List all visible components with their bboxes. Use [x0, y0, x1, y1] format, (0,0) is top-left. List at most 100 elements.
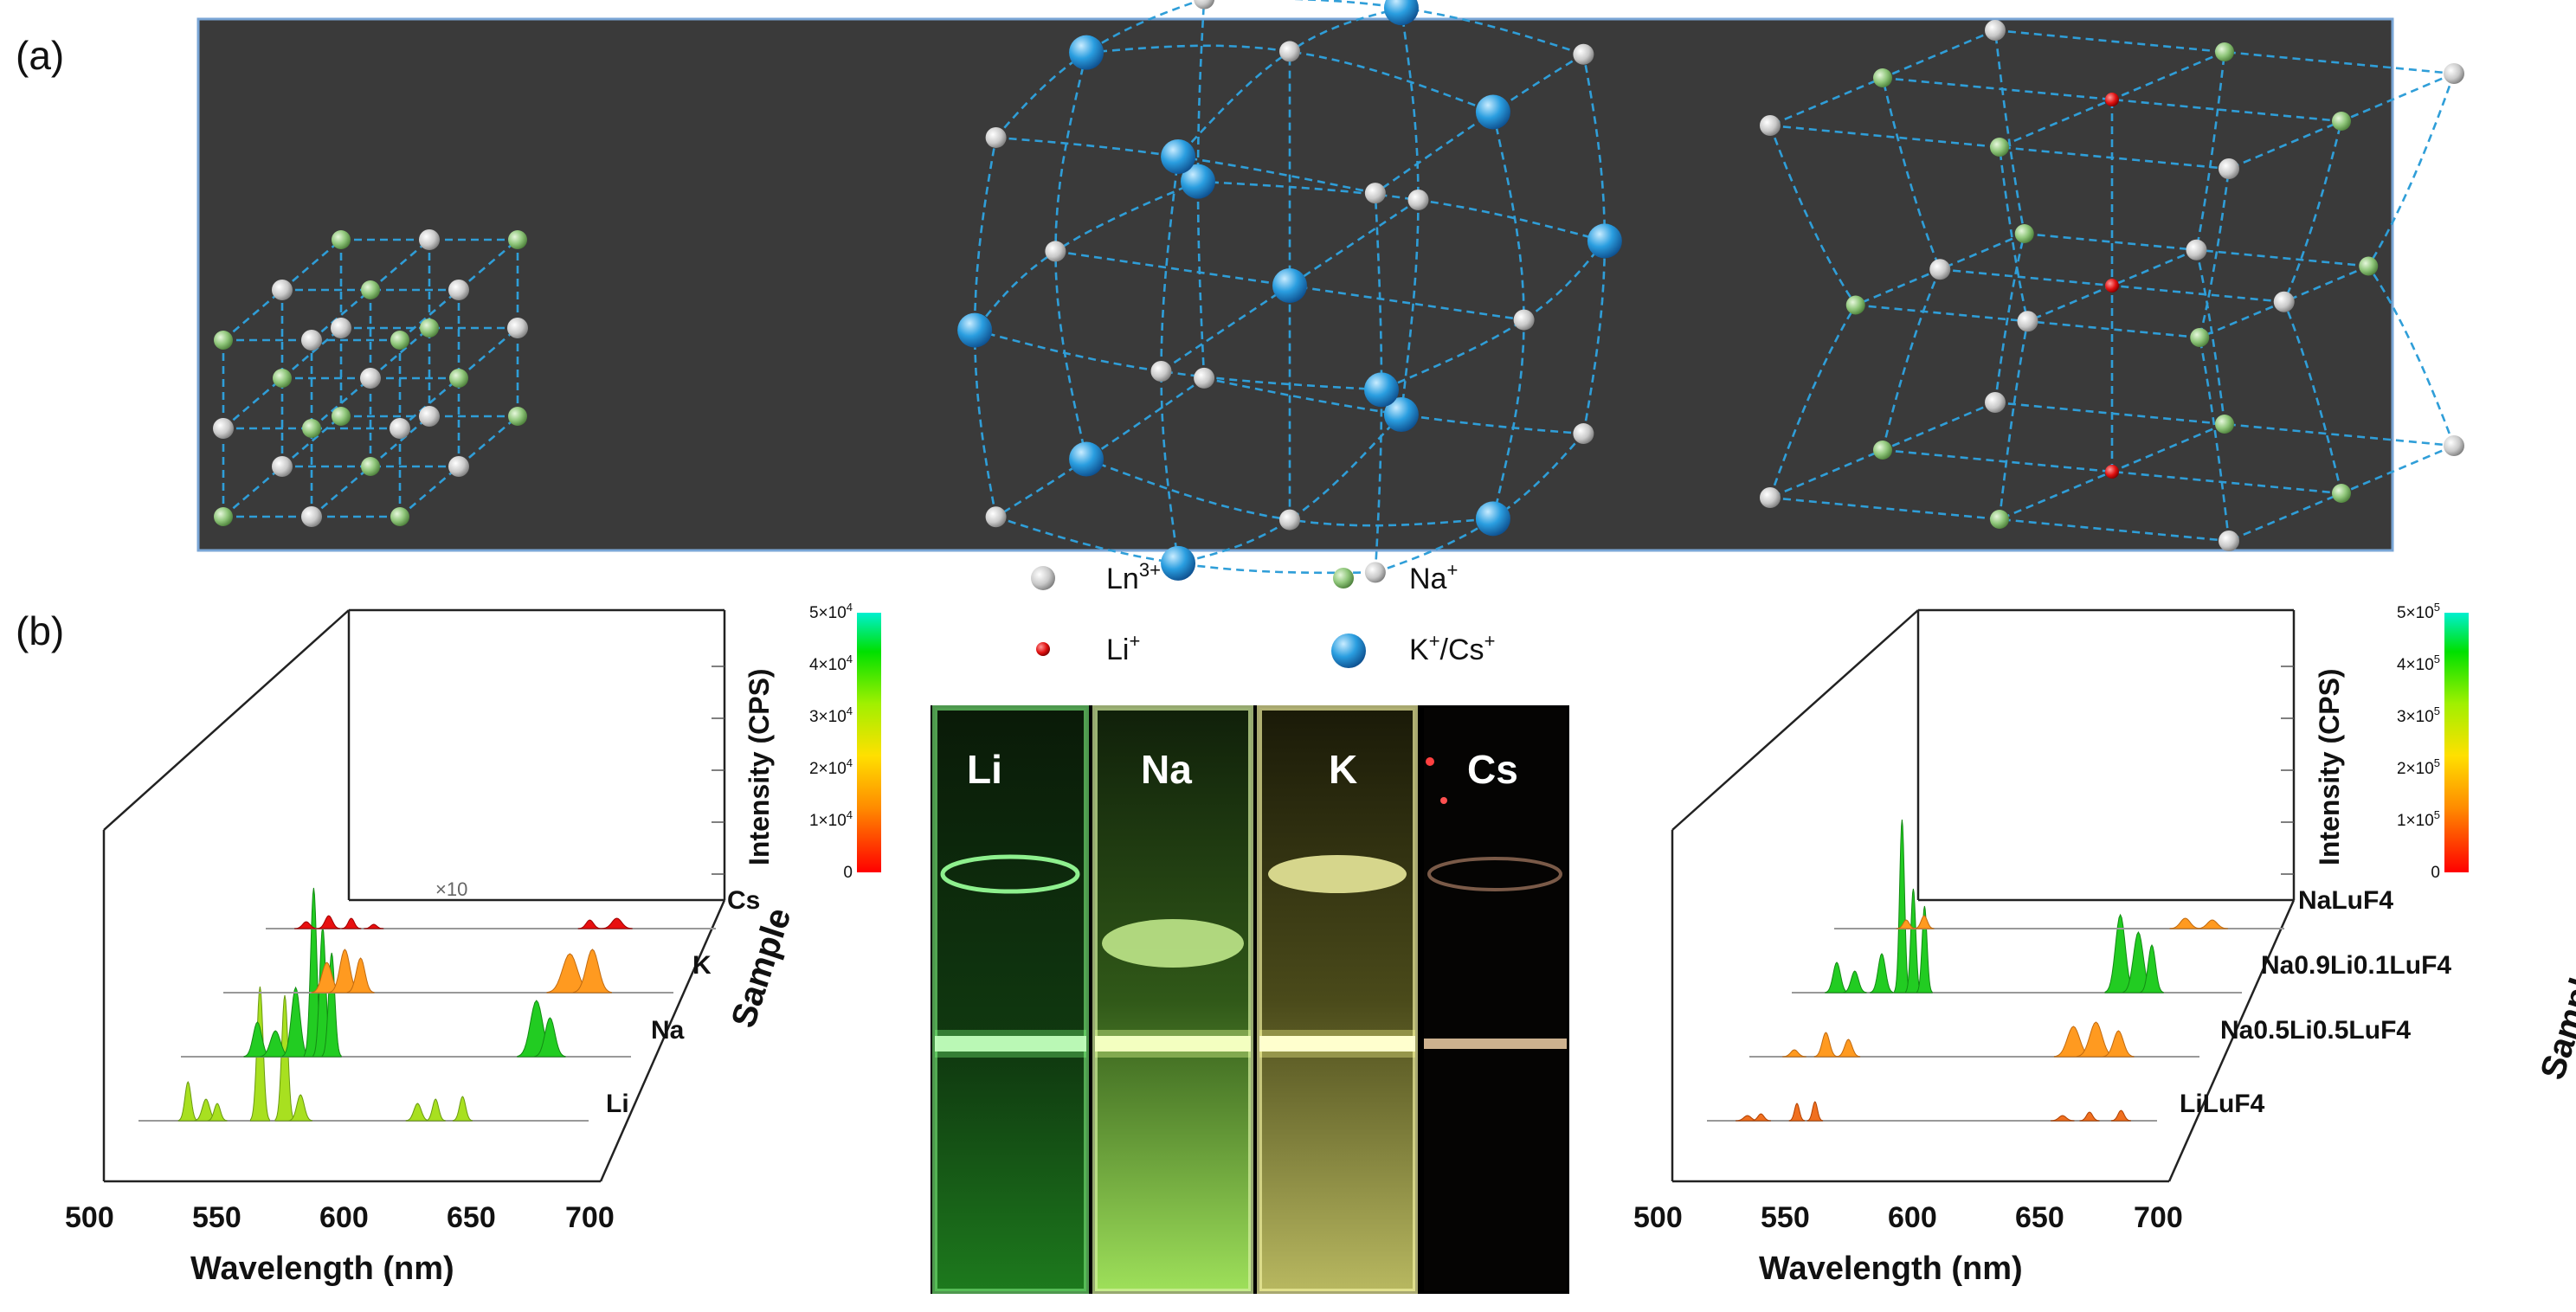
- na-atom: [2332, 112, 2351, 131]
- ln-atom: [1573, 43, 1594, 65]
- atom-legend: Ln3+ Na+ Li+ K+/Cs+: [1031, 559, 1495, 668]
- spectrum-peak: [1825, 961, 1849, 994]
- li-atom: [2105, 279, 2119, 293]
- na-atom: [1845, 295, 1865, 315]
- spectrum-peak: [1750, 1113, 1771, 1122]
- lattice-bond: [995, 0, 1205, 138]
- ln-atom: [985, 506, 1007, 528]
- panel-a-label: (a): [16, 33, 64, 78]
- ln-atom: [448, 280, 469, 300]
- ln-atom: [1364, 562, 1386, 583]
- ln-atom: [2017, 311, 2038, 332]
- kcs-atom: [1272, 268, 1307, 303]
- vial-labels: Li Na K Cs: [967, 747, 1518, 792]
- na-atom: [302, 419, 321, 438]
- spectrum-peak: [321, 952, 342, 1058]
- lattice-bond: [1882, 76, 2342, 123]
- vial-label-li: Li: [967, 747, 1002, 792]
- spectrum-peak: [1813, 1032, 1839, 1058]
- spectrum-peak: [317, 915, 341, 929]
- ln-atom: [331, 318, 351, 338]
- spectrum-peak: [1843, 970, 1867, 994]
- left-colorbar-ticks: 5×104 4×104 3×104 2×104 1×104 0: [809, 601, 853, 882]
- lattice-bond: [1160, 156, 1180, 564]
- vial-photo: Li Na K Cs: [931, 705, 1569, 1294]
- ln-atom: [1194, 367, 1215, 389]
- left-colorbar: [857, 613, 881, 872]
- ln-atom: [1573, 423, 1594, 445]
- lattice-bond: [1769, 496, 2230, 543]
- ln-atom: [2219, 158, 2239, 179]
- li-atom: [2105, 93, 2119, 106]
- li-atom: [2105, 465, 2119, 479]
- left-cbar-tick: 4×104: [809, 653, 853, 674]
- na-atom: [390, 331, 409, 350]
- ln-atom: [1929, 259, 1951, 280]
- ln-atom: [360, 368, 381, 389]
- na-atom: [361, 280, 380, 299]
- ln-atom: [1279, 41, 1300, 62]
- ln-atom: [985, 126, 1007, 148]
- kcs-atom: [1364, 372, 1400, 408]
- vial-label-na: Na: [1141, 747, 1192, 792]
- spectrum-peak: [1836, 1039, 1861, 1058]
- vial-label-k: K: [1329, 747, 1357, 792]
- na-atom: [2359, 256, 2379, 276]
- ln-atom: [448, 456, 469, 477]
- spectrum-peak: [364, 923, 384, 929]
- na-atom: [1990, 510, 2009, 529]
- left-cbar-tick: 5×104: [809, 601, 853, 622]
- na-atom: [508, 407, 527, 426]
- ln-atom: [2186, 239, 2207, 260]
- na-atom: [420, 318, 439, 338]
- na-atom: [332, 407, 351, 426]
- ln-atom: [2444, 63, 2464, 84]
- spectrum-peak: [425, 1098, 446, 1122]
- kcs-atom: [1475, 501, 1510, 537]
- right-z-axis-label: Sample: [2534, 955, 2576, 1084]
- right-y-axis-label: Intensity (CPS): [2314, 668, 2345, 865]
- left-cbar-tick: 0: [843, 864, 853, 882]
- spectrum-peak: [1894, 819, 1910, 994]
- na-atom: [2014, 224, 2034, 243]
- spectrum-peak: [2110, 1109, 2131, 1122]
- spectrum-peak: [294, 921, 319, 929]
- left-x-tick: 650: [447, 1201, 496, 1234]
- spectrum-peak: [1905, 888, 1922, 994]
- ln-atom: [419, 229, 440, 250]
- left-y-axis-label: Intensity (CPS): [744, 668, 775, 865]
- left-x-tick: 550: [192, 1201, 242, 1234]
- lattice-bond: [2198, 168, 2231, 542]
- right-cbar-tick: 0: [2431, 864, 2440, 882]
- lattice-bond: [1881, 77, 1942, 451]
- ln-atom: [272, 280, 293, 300]
- spectrum-peak: [346, 957, 375, 994]
- ln-atom: [301, 330, 322, 351]
- spectrum-peak: [1914, 915, 1935, 929]
- ln-atom: [1279, 509, 1300, 531]
- na-atom: [1990, 138, 2009, 157]
- left-z-axis-label: Sample: [724, 904, 799, 1032]
- lattice-bond: [1882, 448, 2342, 495]
- legend-li-label: Li+: [1106, 630, 1140, 666]
- vial-k: [1259, 708, 1415, 1291]
- na-atom: [361, 457, 380, 476]
- spectrum-peak: [1896, 919, 1916, 929]
- ln-atom-icon: [1031, 566, 1055, 590]
- left-series-label-cs: Cs: [727, 886, 760, 915]
- right-cbar-tick: 2×105: [2397, 756, 2440, 778]
- vial-li: [935, 708, 1086, 1291]
- spectrum-peak: [601, 917, 633, 929]
- kcs-atom: [1587, 223, 1622, 259]
- na-atom: [449, 369, 468, 388]
- lattice-bond: [1177, 414, 1402, 565]
- kcs-atom: [957, 312, 993, 348]
- spherical-lattice: [957, 0, 1622, 583]
- left-x-tick: 700: [565, 1201, 615, 1234]
- ln-atom: [1760, 487, 1781, 508]
- right-plot-box: [1671, 608, 2296, 1183]
- ln-atom: [419, 406, 440, 427]
- right-x-ticks: 500 550 600 650 700: [1633, 1201, 2183, 1234]
- lattice-bond: [974, 329, 1382, 391]
